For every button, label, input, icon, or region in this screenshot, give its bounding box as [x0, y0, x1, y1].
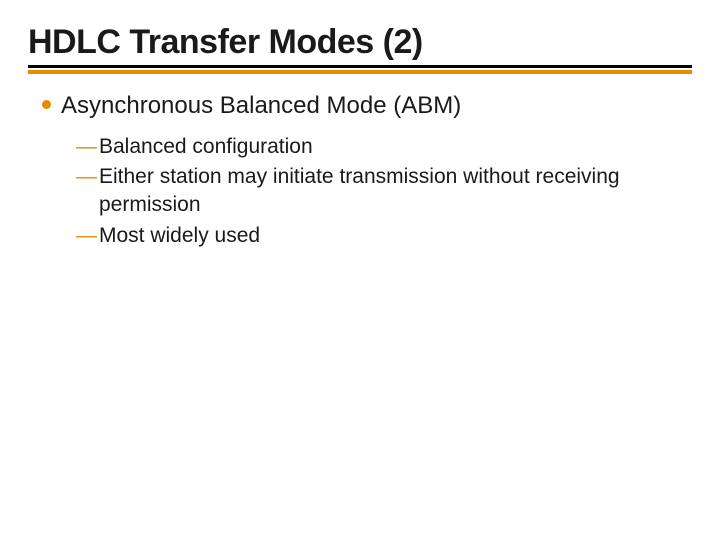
- slide-body: Asynchronous Balanced Mode (ABM) — Balan…: [28, 90, 692, 250]
- dash-icon: —: [76, 222, 97, 250]
- sub-text: Most widely used: [99, 222, 260, 250]
- dash-icon: —: [76, 163, 97, 191]
- sub-item: — Either station may initiate transmissi…: [76, 163, 692, 220]
- bullet-item: Asynchronous Balanced Mode (ABM): [42, 90, 692, 122]
- title-underline: [28, 65, 692, 68]
- sub-item: — Most widely used: [76, 222, 692, 250]
- bullet-dot-icon: [42, 100, 51, 109]
- bullet-text: Asynchronous Balanced Mode (ABM): [61, 90, 461, 122]
- sub-item: — Balanced configuration: [76, 133, 692, 161]
- slide-title: HDLC Transfer Modes (2): [28, 24, 692, 61]
- sub-text: Either station may initiate transmission…: [99, 163, 659, 220]
- sub-text: Balanced configuration: [99, 133, 313, 161]
- slide: HDLC Transfer Modes (2) Asynchronous Bal…: [0, 0, 720, 540]
- dash-icon: —: [76, 133, 97, 161]
- sub-list: — Balanced configuration — Either statio…: [76, 133, 692, 250]
- accent-underline: [28, 70, 692, 74]
